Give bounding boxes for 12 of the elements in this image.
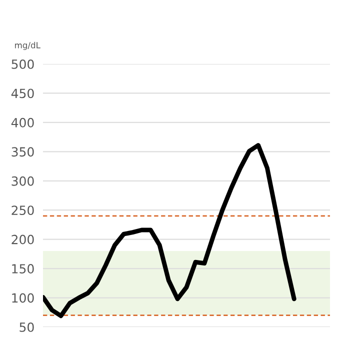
- y-tick-label: 200: [12, 234, 34, 244]
- y-tick-label: 350: [12, 147, 34, 157]
- y-tick-label: 300: [12, 176, 34, 186]
- y-tick-label: 150: [12, 264, 34, 274]
- y-tick-label: 450: [11, 88, 34, 98]
- line-series: [43, 143, 296, 318]
- y-tick-label: 400: [11, 118, 34, 128]
- y-tick-label: 50: [20, 322, 34, 332]
- y-tick-label: 250: [12, 206, 34, 216]
- y-tick-label: 500: [12, 59, 34, 69]
- y-axis-title: mg/dL: [15, 42, 40, 50]
- y-tick-label: 100: [12, 293, 34, 303]
